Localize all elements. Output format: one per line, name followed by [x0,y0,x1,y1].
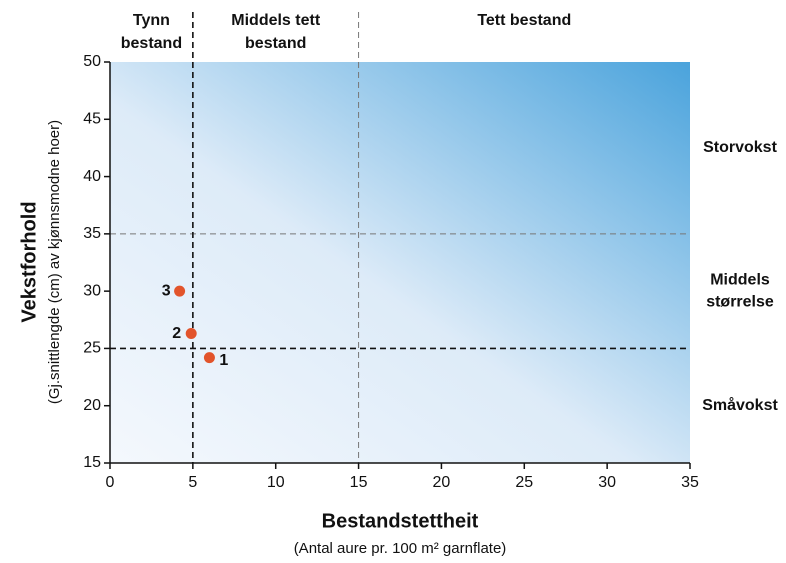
zone-label: Tett bestand [477,12,571,29]
zone-label: Småvokst [702,396,778,414]
point-label: 2 [172,325,181,342]
point-label: 1 [219,352,228,369]
y-subtitle: (Gj.snittlengde (cm) av kjønnsmodne hoer… [46,120,63,404]
zone-label: bestand [121,35,182,52]
y-tick-label: 15 [83,454,101,471]
x-tick-label: 35 [681,474,699,491]
zone-label: Middels [710,271,770,288]
zone-label: bestand [245,35,306,52]
x-tick-label: 20 [433,474,451,491]
zone-label: Storvokst [703,139,777,156]
zone-label: Middels tett [231,12,321,29]
zone-label: størrelse [706,293,774,310]
x-tick-label: 30 [598,474,616,491]
y-tick-label: 35 [83,225,101,242]
x-tick-label: 25 [515,474,533,491]
y-tick-label: 30 [83,282,101,299]
x-subtitle: (Antal aure pr. 100 m² garnflate) [294,540,507,557]
x-tick-label: 5 [188,474,197,491]
point-label: 3 [162,282,171,299]
point [203,352,215,364]
point [174,285,186,297]
y-title: Vekstforhold [18,201,40,322]
y-tick-label: 20 [83,397,101,414]
plot-background [110,62,690,463]
x-tick-label: 10 [267,474,285,491]
y-tick-label: 50 [83,53,101,70]
y-tick-label: 45 [83,111,101,128]
point [185,328,197,340]
y-tick-label: 25 [83,340,101,357]
x-title: Bestandstettheit [322,510,479,532]
zone-label: Tynn [133,12,170,29]
y-tick-label: 40 [83,168,101,185]
x-tick-label: 15 [350,474,368,491]
x-tick-label: 0 [106,474,115,491]
